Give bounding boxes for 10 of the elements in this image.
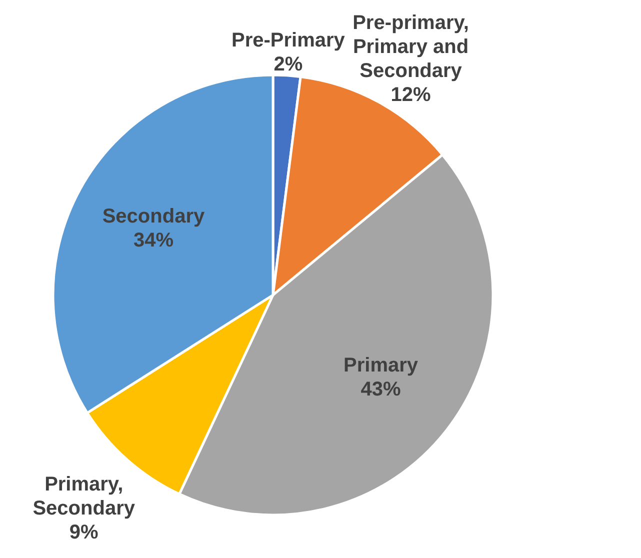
slice-label: Pre-primary, Primary and Secondary [352, 12, 469, 82]
data-label: 34% [133, 230, 174, 252]
slice-label: Secondary [102, 206, 206, 228]
data-label: 9% [69, 522, 99, 544]
data-label: 12% [390, 84, 432, 106]
data-label: 43% [360, 378, 402, 401]
slice-label: Primary [344, 354, 419, 377]
slice-label: Primary, Secondary [32, 474, 136, 520]
data-label: 2% [274, 54, 303, 76]
slice-label: Pre-Primary [231, 30, 346, 52]
